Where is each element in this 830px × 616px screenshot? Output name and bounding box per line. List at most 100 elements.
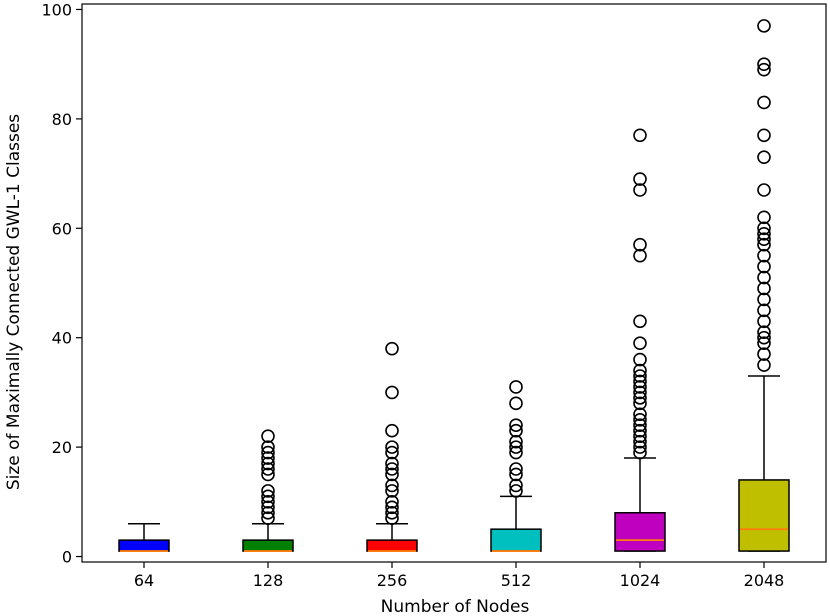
outlier-point <box>757 57 771 71</box>
outlier-point <box>633 128 647 143</box>
outlier-point <box>757 281 771 296</box>
outlier-point <box>757 232 771 247</box>
outlier-point <box>385 462 399 476</box>
outlier-point <box>757 237 771 252</box>
outlier-point <box>633 374 647 389</box>
outlier-point <box>261 505 275 520</box>
outlier-point <box>757 358 771 372</box>
outlier-point <box>757 303 771 318</box>
outlier-point <box>509 434 523 449</box>
y-tick-label: 40 <box>52 329 72 348</box>
outlier-point <box>261 467 275 482</box>
outlier-point <box>633 412 647 427</box>
outlier-point <box>633 440 647 454</box>
outlier-point <box>385 423 399 438</box>
outlier-point <box>633 434 647 449</box>
outlier-point <box>757 210 771 225</box>
outlier-point <box>757 347 771 361</box>
outlier-point <box>385 478 399 493</box>
outlier-point <box>757 270 771 285</box>
outlier-point <box>633 445 647 460</box>
outlier-point <box>509 440 523 454</box>
outlier-point <box>385 484 399 498</box>
outlier-point <box>261 484 275 498</box>
outlier-point <box>757 259 771 274</box>
outlier-point <box>633 314 647 329</box>
outlier-point <box>509 445 523 460</box>
outlier-point <box>261 456 275 471</box>
outlier-point <box>633 352 647 367</box>
y-tick-label: 80 <box>52 110 72 129</box>
outlier-point <box>509 478 523 493</box>
x-axis-label: Number of Nodes <box>381 597 530 616</box>
y-tick-label: 60 <box>52 219 72 238</box>
outlier-point <box>757 128 771 143</box>
box-group-128 <box>242 429 294 552</box>
outlier-point <box>757 150 771 164</box>
box-2048 <box>738 479 790 552</box>
outlier-point <box>633 385 647 400</box>
outlier-point <box>261 511 275 526</box>
outlier-point <box>757 19 771 33</box>
outlier-point <box>633 183 647 197</box>
outlier-point <box>633 336 647 350</box>
y-tick-label: 100 <box>41 0 72 19</box>
outlier-point <box>757 325 771 340</box>
outlier-point <box>757 314 771 329</box>
outlier-point <box>633 429 647 443</box>
outlier-point <box>757 62 771 77</box>
y-tick-label: 20 <box>52 438 72 457</box>
outlier-point <box>509 462 523 476</box>
outlier-point <box>385 505 399 520</box>
outlier-point <box>385 467 399 482</box>
outlier-point <box>261 429 275 443</box>
outlier-point <box>385 456 399 471</box>
outlier-point <box>385 500 399 515</box>
outlier-point <box>509 396 523 411</box>
outlier-point <box>261 495 275 509</box>
outlier-point <box>385 385 399 400</box>
plot-marks <box>118 19 790 552</box>
outlier-point <box>757 95 771 110</box>
box-group-64 <box>118 522 170 552</box>
y-tick-label: 0 <box>62 548 72 567</box>
outlier-point <box>633 391 647 405</box>
outlier-point <box>757 221 771 236</box>
plot-frame <box>81 3 827 563</box>
outlier-point <box>261 440 275 454</box>
outlier-point <box>509 484 523 498</box>
outlier-point <box>633 369 647 383</box>
outlier-point <box>509 467 523 482</box>
outlier-point <box>633 248 647 263</box>
outlier-point <box>261 500 275 515</box>
outlier-point <box>633 380 647 394</box>
box-256 <box>366 539 418 552</box>
x-tick-label: 256 <box>377 571 408 590</box>
x-tick-label: 64 <box>134 571 154 590</box>
outlier-point <box>509 423 523 438</box>
outlier-point <box>261 489 275 504</box>
outlier-point <box>261 451 275 465</box>
x-tick-label: 128 <box>253 571 284 590</box>
outlier-point <box>757 336 771 350</box>
outlier-point <box>757 183 771 197</box>
box-group-512 <box>490 380 542 552</box>
outlier-point <box>261 462 275 476</box>
box-group-2048 <box>738 19 790 552</box>
outlier-point <box>757 292 771 307</box>
outlier-point <box>633 418 647 433</box>
box-64 <box>118 539 170 552</box>
x-tick-label: 2048 <box>744 571 785 590</box>
box-512 <box>490 528 542 552</box>
y-axis-label: Size of Maximally Connected GWL-1 Classe… <box>4 114 24 490</box>
x-tick-label: 1024 <box>620 571 661 590</box>
outlier-point <box>633 396 647 411</box>
axes: 0 20 40 60 80 100 64 128 256 512 1024 2048 <box>41 0 827 590</box>
outlier-point <box>385 440 399 454</box>
box-128 <box>242 539 294 552</box>
x-tick-label: 512 <box>501 571 532 590</box>
box-1024 <box>614 512 666 552</box>
outlier-point <box>385 445 399 460</box>
outlier-point <box>261 445 275 460</box>
